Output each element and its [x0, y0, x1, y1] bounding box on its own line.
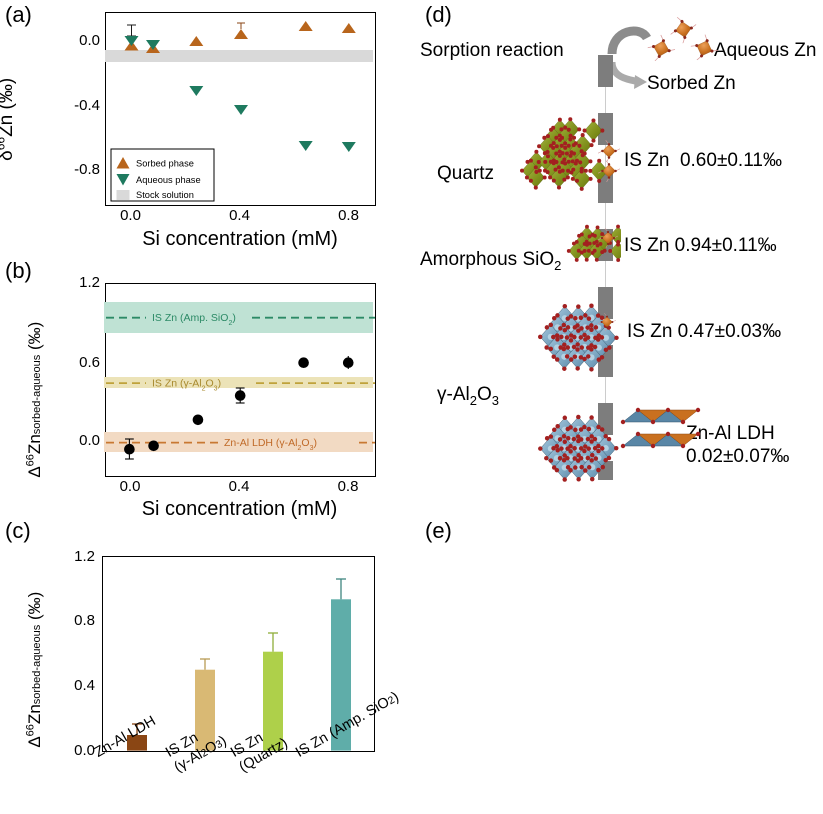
svg-text:IS Zn (Amp. SiO2): IS Zn (Amp. SiO2): [152, 312, 236, 327]
svg-text:IS Zn (γ-Al2O3): IS Zn (γ-Al2O3): [152, 377, 221, 392]
svg-text:Sorbed phase: Sorbed phase: [136, 159, 194, 169]
svg-text:Stock solution: Stock solution: [136, 190, 194, 200]
svg-text:Aqueous phase: Aqueous phase: [136, 175, 201, 185]
svg-text:Zn-Al LDH (γ-Al2O3): Zn-Al LDH (γ-Al2O3): [224, 437, 317, 452]
